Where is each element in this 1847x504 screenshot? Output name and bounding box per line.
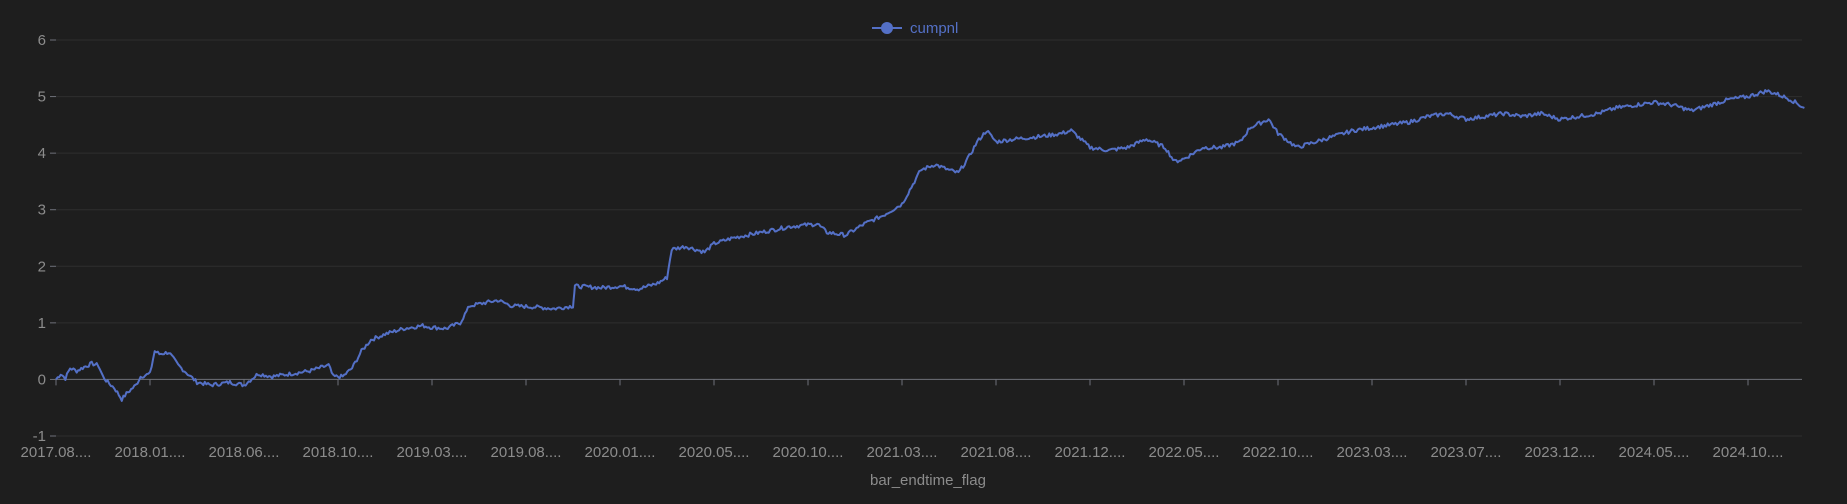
y-tick-label: 6 [38,32,46,49]
x-tick-label: 2020.05.... [679,444,750,461]
x-tick-label: 2018.06.... [209,444,280,461]
y-tick-label: 4 [38,145,46,162]
x-axis: 2017.08.... 2018.01.... 2018.06.... 2018.10… [21,378,1802,461]
x-tick-label: 2021.12.... [1055,444,1126,461]
x-tick-label: 2023.07.... [1431,444,1502,461]
x-tick-label: 2024.05.... [1619,444,1690,461]
y-tick-label: 5 [38,89,46,106]
x-tick-label: 2020.01.... [585,444,656,461]
x-tick-label: 2017.08.... [21,444,92,461]
x-tick-label: 2018.10.... [303,444,374,461]
x-tick-label: 2021.03.... [867,444,938,461]
y-tick-label: 3 [38,202,46,219]
y-tick-label: 2 [38,258,46,275]
x-tick-label: 2018.01.... [115,444,186,461]
x-tick-label: 2019.03.... [397,444,468,461]
legend-dot-marker [881,22,893,34]
legend-label: cumpnl [910,20,958,37]
x-tick-label: 2020.10.... [773,444,844,461]
y-tick-label: -1 [33,428,46,445]
y-tick-label: 0 [38,371,46,388]
x-tick-label: 2022.05.... [1149,444,1220,461]
y-axis: -1 0 1 2 3 4 5 6 [33,32,56,445]
y-tick-label: 1 [38,315,46,332]
x-axis-title: bar_endtime_flag [870,472,986,489]
series-line-cumpnl [55,89,1805,402]
series-group [55,89,1805,402]
x-tick-label: 2022.10.... [1243,444,1314,461]
x-tick-label: 2023.03.... [1337,444,1408,461]
legend[interactable]: cumpnl [872,20,958,37]
x-tick-label: 2024.10.... [1713,444,1784,461]
x-tick-label: 2019.08.... [491,444,562,461]
grid-lines [56,39,1802,437]
x-tick-label: 2021.08.... [961,444,1032,461]
x-tick-label: 2023.12.... [1525,444,1596,461]
